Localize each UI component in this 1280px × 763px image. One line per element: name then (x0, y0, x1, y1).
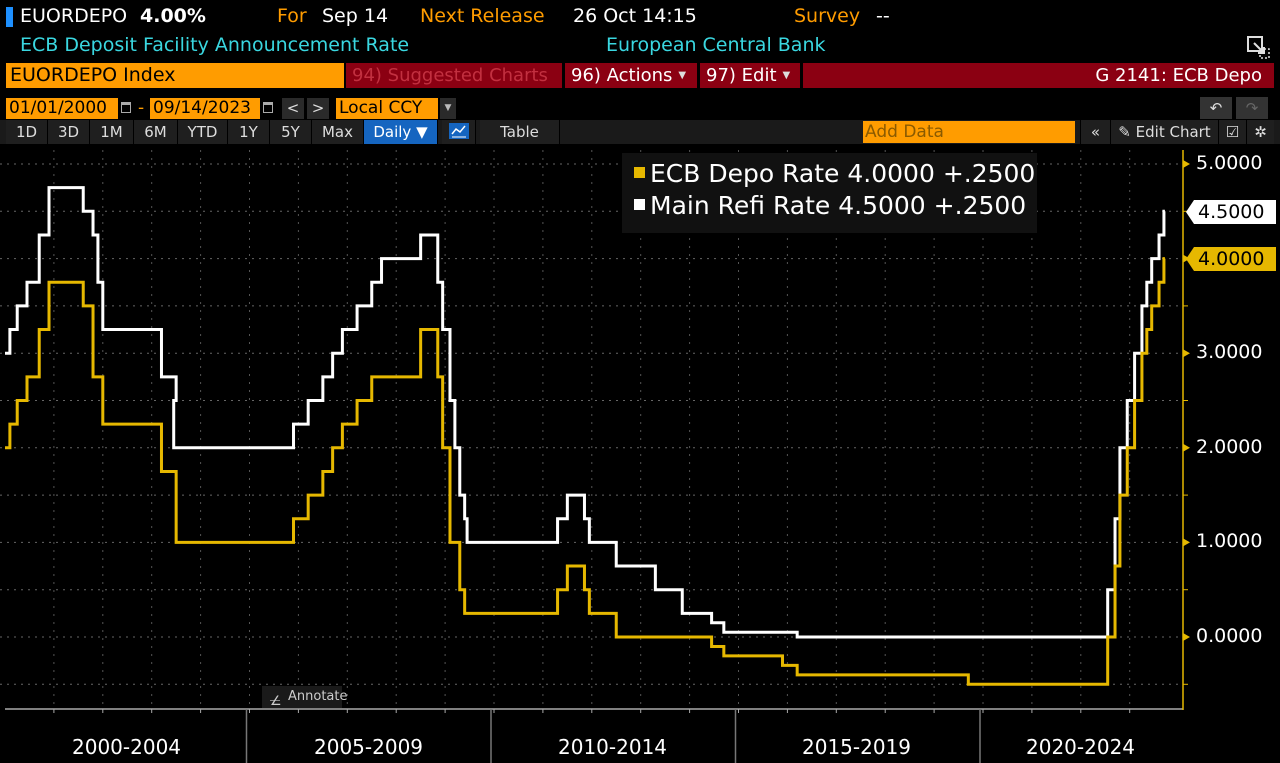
survey-value: -- (876, 5, 890, 27)
gear-icon[interactable]: ✲ (1246, 120, 1274, 144)
period-6m[interactable]: 6M (134, 120, 178, 144)
for-label: For (277, 5, 307, 27)
security-description-row: ECB Deposit Facility Announcement Rate E… (0, 32, 1280, 59)
chevron-down-icon: ▼ (782, 70, 791, 81)
x-tick-label: 2010-2014 (558, 735, 668, 759)
legend-swatch-depo (634, 167, 645, 178)
for-date: Sep 14 (322, 5, 389, 27)
add-data-input[interactable]: Add Data (863, 121, 1075, 143)
x-tick-label: 2005-2009 (314, 735, 424, 759)
x-tick-label: 2000-2004 (72, 735, 182, 759)
command-bar: EUORDEPO Index 94) Suggested Charts 96) … (0, 62, 1280, 89)
chart-properties-icon[interactable]: ☑ (1218, 120, 1246, 144)
next-period-button[interactable]: > (307, 98, 329, 119)
calendar-icon[interactable] (121, 102, 131, 113)
suggested-charts-button[interactable]: 94) Suggested Charts (346, 63, 562, 88)
annotate-button[interactable]: ∠ Annotate (262, 686, 347, 709)
period-toolbar: 1D 3D 1M 6M YTD 1Y 5Y Max Daily ▼ Table … (0, 120, 1280, 144)
chart-id-title: G 2141: ECB Depo (803, 63, 1274, 88)
currency-select[interactable]: Local CCY (336, 98, 438, 119)
period-1y[interactable]: 1Y (228, 120, 270, 144)
next-release-label: Next Release (420, 5, 545, 27)
x-tick-label: 2020-2024 (1026, 735, 1136, 759)
edit-label: 97) Edit (706, 65, 777, 86)
current-value: 4.00% (140, 5, 206, 27)
last-value-tag-refi: 4.5000 (1186, 200, 1276, 224)
pencil-icon: ✎ (1118, 123, 1131, 141)
y-tick-label: 1.0000 (1196, 530, 1263, 552)
currency-dropdown-icon[interactable]: ▼ (440, 98, 456, 119)
period-3d[interactable]: 3D (48, 120, 90, 144)
line-chart-toggle[interactable] (442, 120, 476, 144)
legend-item-depo[interactable]: ECB Depo Rate 4.0000 +.2500 (634, 159, 1035, 189)
period-5y[interactable]: 5Y (270, 120, 312, 144)
legend-item-refi[interactable]: Main Refi Rate 4.5000 +.2500 (634, 191, 1026, 221)
data-source: European Central Bank (606, 34, 826, 56)
calendar-icon[interactable] (263, 102, 273, 113)
period-max[interactable]: Max (312, 120, 364, 144)
y-tick-label: 0.0000 (1196, 625, 1263, 647)
last-value-tag-depo: 4.0000 (1186, 247, 1276, 271)
edit-chart-button[interactable]: ✎ Edit Chart (1110, 120, 1218, 144)
chart-legend: ECB Depo Rate 4.0000 +.2500 Main Refi Ra… (622, 153, 1037, 233)
pencil-icon: ∠ (270, 691, 282, 709)
actions-menu[interactable]: 96) Actions ▼ (565, 63, 697, 88)
x-tick-label: 2015-2019 (802, 735, 912, 759)
date-range-bar: 01/01/2000 - 09/14/2023 < > Local CCY ▼ … (0, 96, 1280, 120)
survey-label: Survey (794, 5, 861, 27)
actions-label: 96) Actions (571, 65, 673, 86)
ticker-label: EUORDEPO (20, 5, 128, 27)
date-separator: - (138, 98, 145, 118)
period-1d[interactable]: 1D (6, 120, 48, 144)
redo-button[interactable]: ↷ (1236, 97, 1268, 119)
y-tick-label: 3.0000 (1196, 341, 1263, 363)
line-chart (0, 150, 1190, 763)
start-date-input[interactable]: 01/01/2000 (6, 98, 118, 119)
period-ytd[interactable]: YTD (178, 120, 228, 144)
next-release-value: 26 Oct 14:15 (573, 5, 697, 27)
security-input[interactable]: EUORDEPO Index (6, 63, 344, 88)
collapse-button[interactable]: « (1080, 120, 1110, 144)
y-tick-label: 5.0000 (1196, 152, 1263, 174)
y-tick-label: 2.0000 (1196, 436, 1263, 458)
table-view-button[interactable]: Table (480, 120, 560, 144)
security-header: EUORDEPO 4.00% For Sep 14 Next Release 2… (0, 3, 1280, 29)
edit-chart-label: Edit Chart (1135, 123, 1211, 141)
undo-button[interactable]: ↶ (1200, 97, 1232, 119)
previous-period-button[interactable]: < (282, 98, 304, 119)
period-1m[interactable]: 1M (90, 120, 134, 144)
legend-swatch-refi (634, 199, 645, 210)
security-description: ECB Deposit Facility Announcement Rate (20, 34, 410, 56)
popout-icon[interactable] (1246, 35, 1270, 66)
end-date-input[interactable]: 09/14/2023 (150, 98, 260, 119)
edit-menu[interactable]: 97) Edit ▼ (700, 63, 800, 88)
chart-area[interactable] (0, 145, 1280, 763)
selection-marker (6, 7, 13, 27)
frequency-dropdown[interactable]: Daily ▼ (364, 120, 438, 144)
chevron-down-icon: ▼ (678, 70, 687, 81)
